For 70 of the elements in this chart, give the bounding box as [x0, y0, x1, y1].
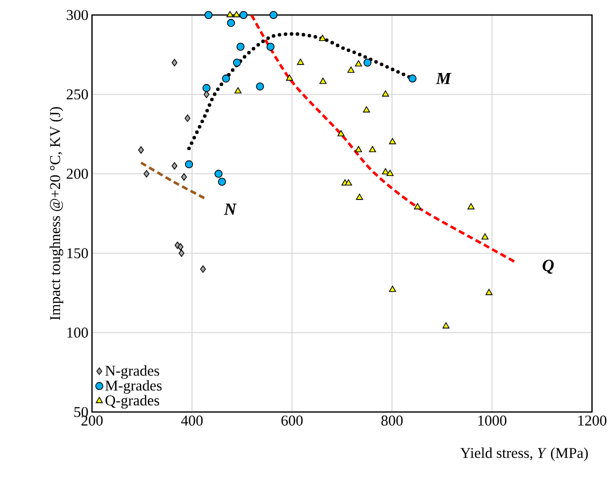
point [240, 11, 248, 19]
point [286, 74, 294, 81]
point [364, 58, 372, 67]
point [236, 42, 244, 51]
point [144, 170, 150, 178]
point [227, 18, 235, 27]
point [442, 322, 450, 328]
point [172, 162, 178, 170]
point [296, 58, 304, 65]
point [178, 243, 184, 251]
point [178, 250, 184, 257]
point [485, 288, 493, 296]
y-tick-label: 200 [66, 168, 88, 179]
point [185, 160, 193, 168]
point [226, 11, 234, 18]
point [382, 90, 390, 97]
point [408, 74, 416, 83]
y-tick-label: 150 [67, 248, 88, 258]
point [388, 286, 396, 292]
legend-label: M-grades [105, 380, 162, 394]
point [218, 178, 226, 186]
point [354, 60, 362, 66]
point [204, 11, 212, 19]
point [204, 90, 210, 98]
point [202, 84, 210, 92]
x-tick-label: 800 [381, 416, 403, 426]
y-tick-label: 50 [74, 406, 88, 418]
point [200, 265, 206, 273]
point [222, 74, 230, 83]
point [362, 106, 370, 112]
x-tick-label: 400 [181, 416, 203, 426]
point [382, 168, 390, 174]
point [386, 170, 394, 176]
point [232, 11, 240, 18]
legend-label: Q-grades [106, 394, 160, 409]
point [318, 34, 326, 42]
annotation: M [436, 72, 452, 84]
x-tick-label: 1000 [478, 416, 506, 426]
x-tick-label: 600 [281, 416, 303, 426]
x-axis-title: Yield stress, Y (MPa) [460, 448, 588, 462]
point [256, 82, 264, 90]
point [356, 194, 364, 200]
point [138, 146, 144, 154]
annotation: N [224, 204, 237, 215]
point [337, 130, 345, 136]
point [354, 146, 362, 152]
x-tick-label: 1200 [578, 416, 606, 426]
point [184, 114, 190, 122]
point [467, 203, 475, 210]
point [266, 42, 274, 51]
point [233, 58, 241, 67]
point [344, 179, 352, 186]
point [234, 87, 242, 94]
point [414, 203, 422, 210]
y-tick-label: 250 [66, 89, 88, 100]
annotation: Q [542, 260, 554, 274]
point [368, 146, 376, 152]
y-tick-label: 300 [66, 10, 88, 20]
point [347, 66, 355, 73]
point [270, 11, 278, 19]
y-tick-label: 100 [67, 328, 88, 338]
x-tick-label: 200 [81, 416, 103, 426]
point [181, 173, 187, 181]
point [388, 138, 396, 144]
point [481, 233, 489, 240]
y-axis-title: Impact toughness @+20 °C, KV (J) [50, 107, 64, 320]
point [319, 78, 327, 84]
point [172, 58, 178, 66]
legend-label: N-grades [105, 365, 160, 379]
point [214, 170, 222, 178]
